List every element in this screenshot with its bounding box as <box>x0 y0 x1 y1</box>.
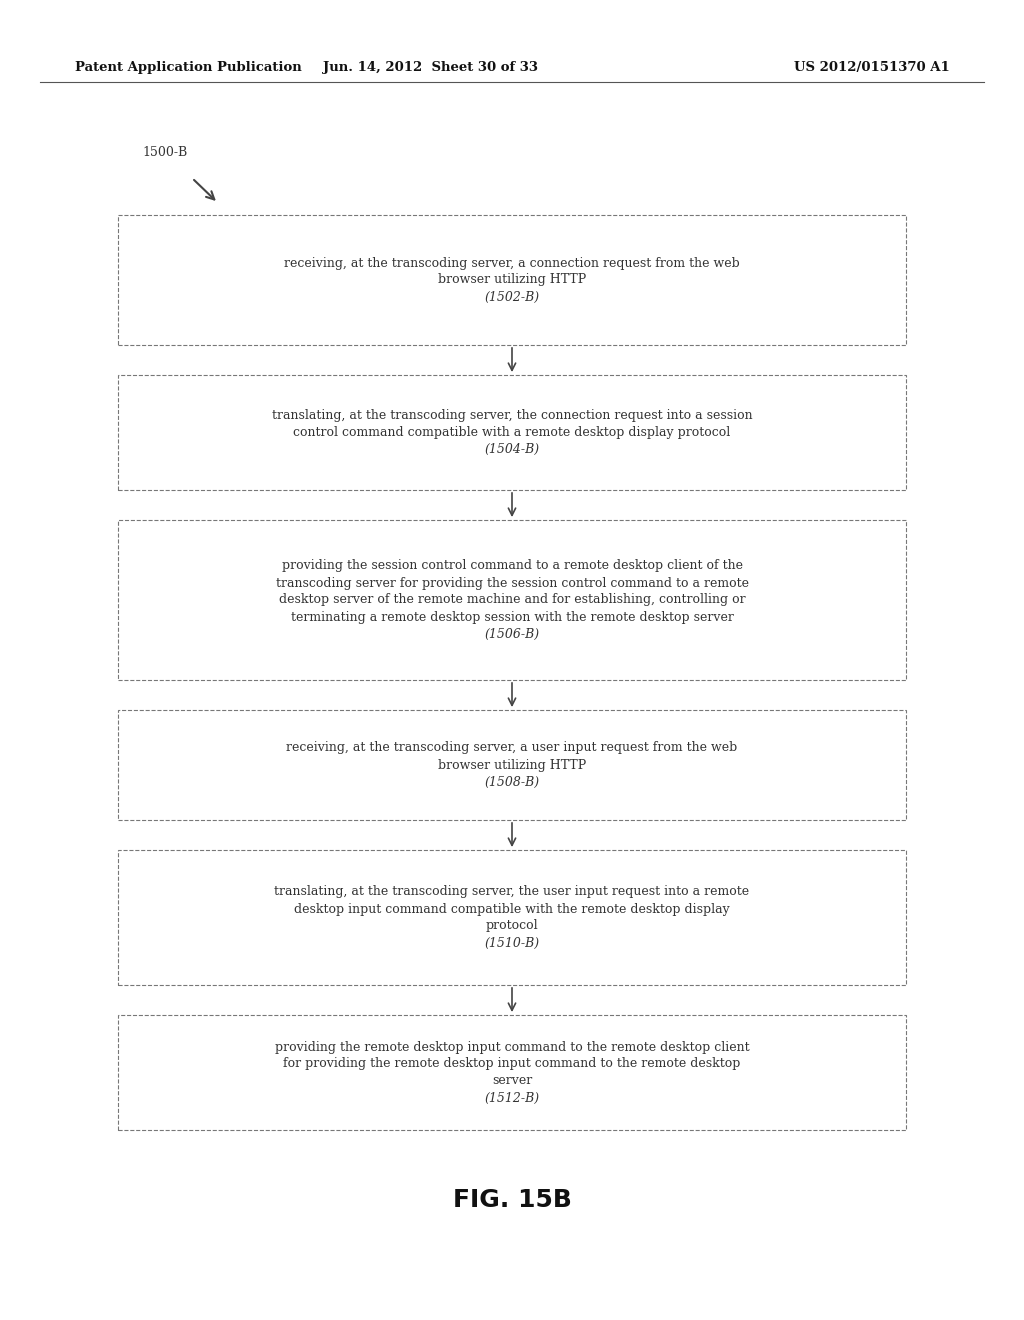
Bar <box>118 520 906 680</box>
Text: translating, at the transcoding server, the connection request into a session: translating, at the transcoding server, … <box>271 409 753 422</box>
Text: receiving, at the transcoding server, a user input request from the web: receiving, at the transcoding server, a … <box>287 742 737 755</box>
Text: (1504-B): (1504-B) <box>484 444 540 455</box>
Text: US 2012/0151370 A1: US 2012/0151370 A1 <box>795 62 950 74</box>
Text: (1508-B): (1508-B) <box>484 776 540 788</box>
Text: transcoding server for providing the session control command to a remote: transcoding server for providing the ses… <box>275 577 749 590</box>
Text: (1510-B): (1510-B) <box>484 936 540 949</box>
Bar <box>118 375 906 490</box>
Text: Jun. 14, 2012  Sheet 30 of 33: Jun. 14, 2012 Sheet 30 of 33 <box>323 62 538 74</box>
Text: (1512-B): (1512-B) <box>484 1092 540 1105</box>
Text: FIG. 15B: FIG. 15B <box>453 1188 571 1212</box>
Text: providing the remote desktop input command to the remote desktop client: providing the remote desktop input comma… <box>274 1040 750 1053</box>
Text: terminating a remote desktop session with the remote desktop server: terminating a remote desktop session wit… <box>291 610 733 623</box>
Text: Patent Application Publication: Patent Application Publication <box>75 62 302 74</box>
Text: browser utilizing HTTP: browser utilizing HTTP <box>438 759 586 771</box>
Text: desktop input command compatible with the remote desktop display: desktop input command compatible with th… <box>294 903 730 916</box>
Text: (1506-B): (1506-B) <box>484 627 540 640</box>
Bar <box>118 710 906 820</box>
Text: server: server <box>492 1074 532 1088</box>
Text: for providing the remote desktop input command to the remote desktop: for providing the remote desktop input c… <box>284 1057 740 1071</box>
Text: browser utilizing HTTP: browser utilizing HTTP <box>438 273 586 286</box>
Bar <box>118 850 906 985</box>
Text: control command compatible with a remote desktop display protocol: control command compatible with a remote… <box>293 426 731 440</box>
Text: providing the session control command to a remote desktop client of the: providing the session control command to… <box>282 560 742 573</box>
Text: desktop server of the remote machine and for establishing, controlling or: desktop server of the remote machine and… <box>279 594 745 606</box>
Bar <box>118 1015 906 1130</box>
Text: protocol: protocol <box>485 920 539 932</box>
Text: (1502-B): (1502-B) <box>484 290 540 304</box>
Text: translating, at the transcoding server, the user input request into a remote: translating, at the transcoding server, … <box>274 886 750 899</box>
Text: receiving, at the transcoding server, a connection request from the web: receiving, at the transcoding server, a … <box>284 256 740 269</box>
Text: 1500-B: 1500-B <box>142 147 187 160</box>
Bar <box>118 215 906 345</box>
